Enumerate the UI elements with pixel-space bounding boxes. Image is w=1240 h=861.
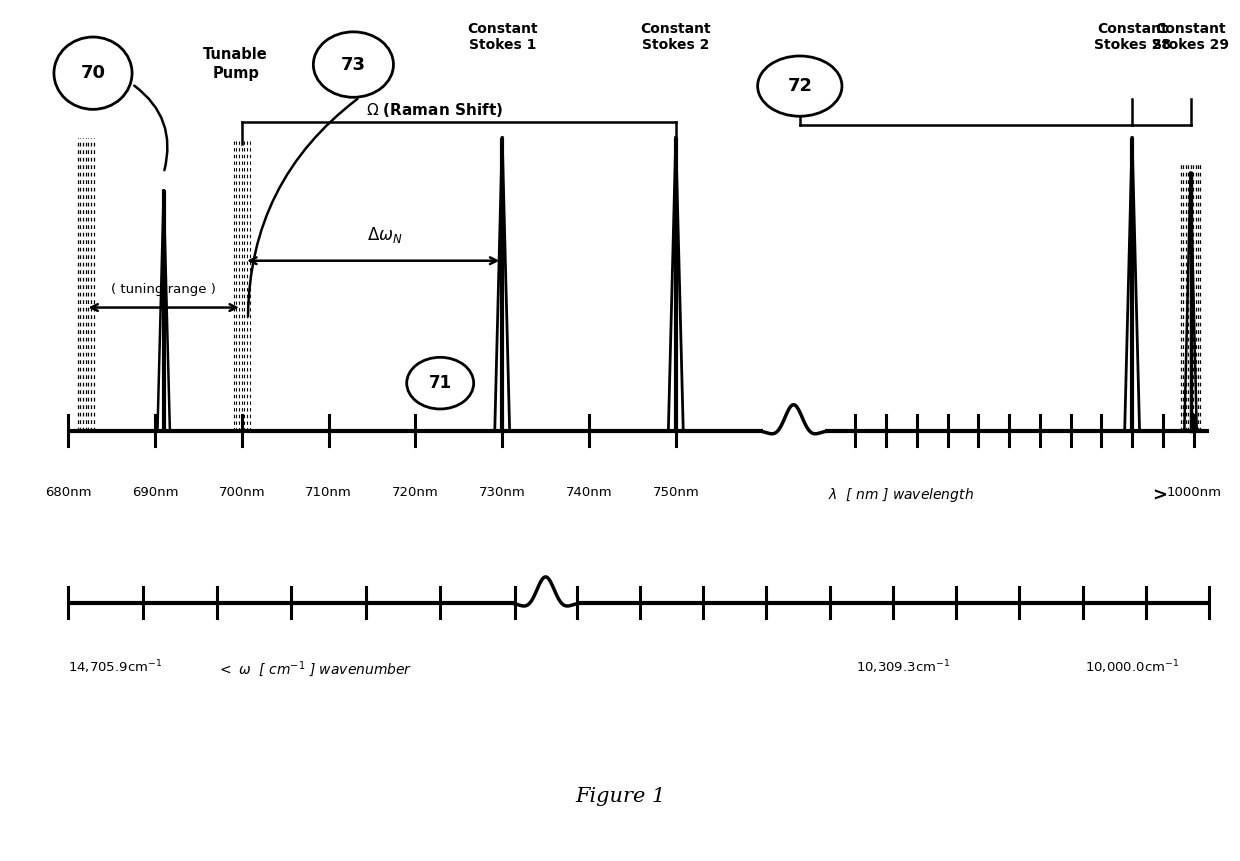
Text: $\Delta\omega_N$: $\Delta\omega_N$ xyxy=(367,226,402,245)
Text: 740nm: 740nm xyxy=(565,486,613,499)
Text: 1000nm: 1000nm xyxy=(1166,486,1221,499)
Text: Constant
Stokes 1: Constant Stokes 1 xyxy=(467,22,537,52)
Text: 750nm: 750nm xyxy=(652,486,699,499)
Text: 680nm: 680nm xyxy=(45,486,92,499)
Text: Figure 1: Figure 1 xyxy=(575,787,665,806)
Text: 73: 73 xyxy=(341,56,366,73)
Text: $<$ $\omega$  [ cm$^{-1}$ ] wavenumber: $<$ $\omega$ [ cm$^{-1}$ ] wavenumber xyxy=(217,659,413,678)
Text: 710nm: 710nm xyxy=(305,486,352,499)
Text: 72: 72 xyxy=(787,77,812,95)
Text: 14,705.9cm$^{-1}$: 14,705.9cm$^{-1}$ xyxy=(68,659,162,676)
Text: Constant
Stokes 2: Constant Stokes 2 xyxy=(641,22,711,52)
Text: >: > xyxy=(1152,486,1167,505)
Text: 10,309.3cm$^{-1}$: 10,309.3cm$^{-1}$ xyxy=(856,659,950,676)
Text: Constant
Stokes 28: Constant Stokes 28 xyxy=(1094,22,1171,52)
Text: 700nm: 700nm xyxy=(218,486,265,499)
Text: 690nm: 690nm xyxy=(131,486,179,499)
Text: 10,000.0cm$^{-1}$: 10,000.0cm$^{-1}$ xyxy=(1085,659,1179,676)
Text: Tunable
Pump: Tunable Pump xyxy=(203,47,268,81)
Text: $\Omega$ (Raman Shift): $\Omega$ (Raman Shift) xyxy=(366,101,502,119)
Text: 730nm: 730nm xyxy=(479,486,526,499)
Text: Constant
Stokes 29: Constant Stokes 29 xyxy=(1152,22,1229,52)
Text: $\lambda$  [ nm ] wavelength: $\lambda$ [ nm ] wavelength xyxy=(828,486,975,505)
Text: 71: 71 xyxy=(429,375,451,392)
Text: ( tuning range ): ( tuning range ) xyxy=(112,283,216,296)
Text: 720nm: 720nm xyxy=(392,486,439,499)
Text: 70: 70 xyxy=(81,65,105,82)
